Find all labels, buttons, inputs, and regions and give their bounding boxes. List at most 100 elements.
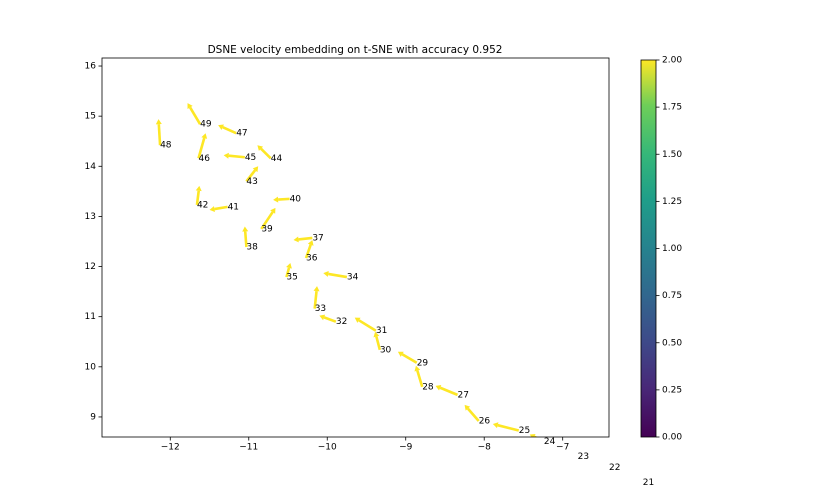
point-label: 34 bbox=[347, 273, 359, 283]
arrow bbox=[218, 124, 237, 135]
arrow bbox=[273, 196, 290, 203]
arrow-shaft bbox=[197, 137, 206, 159]
colorbar-tick-label: 0.00 bbox=[662, 433, 682, 443]
colorbar bbox=[640, 59, 657, 438]
y-tick-label: 12 bbox=[85, 262, 96, 272]
point-label: 31 bbox=[376, 326, 387, 336]
point-label: 25 bbox=[519, 426, 530, 436]
arrow bbox=[435, 384, 459, 397]
arrow-head bbox=[242, 226, 249, 232]
arrow-shaft bbox=[260, 211, 274, 230]
arrow-head bbox=[252, 166, 259, 173]
y-tick-label: 11 bbox=[85, 312, 96, 322]
arrow-head bbox=[435, 384, 442, 391]
arrow-head bbox=[313, 286, 320, 292]
arrow-shaft bbox=[466, 407, 480, 422]
point-label: 36 bbox=[306, 254, 318, 264]
arrow-head bbox=[397, 351, 404, 357]
colorbar-tick-label: 0.75 bbox=[662, 291, 682, 301]
arrow bbox=[293, 236, 313, 243]
point-label: 40 bbox=[290, 194, 302, 204]
arrow bbox=[304, 239, 314, 259]
arrow-shaft bbox=[245, 169, 257, 183]
y-tick-label: 13 bbox=[85, 212, 96, 222]
arrow bbox=[492, 422, 520, 432]
arrow-head bbox=[529, 434, 536, 437]
arrow bbox=[260, 207, 276, 230]
arrow-shaft bbox=[534, 435, 538, 437]
arrow-shaft bbox=[228, 154, 245, 159]
point-label: 33 bbox=[315, 304, 326, 314]
point-label: 49 bbox=[200, 120, 212, 130]
arrow-head bbox=[270, 207, 276, 214]
arrow bbox=[529, 434, 538, 437]
arrow bbox=[285, 263, 292, 278]
colorbar-tick-label: 0.50 bbox=[662, 338, 682, 348]
point-label: 39 bbox=[261, 224, 273, 234]
arrow-shaft bbox=[214, 205, 228, 211]
x-tick-label: −10 bbox=[318, 443, 337, 453]
arrow-head bbox=[464, 404, 471, 411]
arrow-head bbox=[307, 239, 314, 246]
point-label: 30 bbox=[380, 345, 392, 355]
point-label: 26 bbox=[479, 416, 491, 426]
arrow-shaft bbox=[632, 479, 643, 482]
arrow-head bbox=[593, 461, 599, 467]
arrow-head bbox=[323, 270, 329, 277]
arrow-head bbox=[627, 476, 633, 482]
arrow bbox=[195, 185, 202, 206]
point-label: 37 bbox=[312, 233, 323, 243]
point-label: 35 bbox=[286, 273, 297, 283]
arrow-shaft bbox=[188, 106, 202, 125]
colorbar-tick-label: 1.75 bbox=[662, 103, 682, 113]
arrow-shaft bbox=[375, 336, 382, 351]
point-label: 23 bbox=[578, 452, 589, 462]
arrow bbox=[245, 166, 259, 183]
colorbar-tick-label: 0.25 bbox=[662, 385, 682, 395]
arrow-head bbox=[223, 152, 229, 159]
arrow bbox=[397, 351, 418, 364]
point-label: 45 bbox=[245, 153, 256, 163]
arrow-shaft bbox=[304, 244, 312, 259]
arrow-head bbox=[492, 422, 499, 429]
arrow bbox=[319, 314, 337, 323]
point-label: 46 bbox=[199, 154, 211, 164]
colorbar-tick-label: 1.50 bbox=[662, 150, 682, 160]
arrow-head bbox=[286, 263, 292, 269]
arrow-shaft bbox=[243, 231, 248, 248]
arrow-head bbox=[293, 236, 299, 243]
point-label: 22 bbox=[609, 463, 620, 473]
arrow-head bbox=[187, 103, 193, 109]
arrow bbox=[414, 365, 424, 388]
arrow-head bbox=[354, 317, 361, 323]
point-label: 28 bbox=[422, 382, 434, 392]
colorbar-tick-label: 2.00 bbox=[662, 56, 682, 66]
axes-frame bbox=[101, 57, 610, 438]
x-tick-label: −7 bbox=[556, 443, 569, 453]
point-label: 42 bbox=[197, 200, 208, 210]
y-tick-label: 15 bbox=[85, 112, 96, 122]
arrow-shaft bbox=[260, 147, 272, 160]
arrow-shaft bbox=[328, 272, 348, 279]
x-tick-label: −9 bbox=[399, 443, 413, 453]
arrow-head bbox=[257, 145, 264, 151]
arrow bbox=[242, 226, 249, 248]
arrow bbox=[373, 331, 382, 351]
chart-title: DSNE velocity embedding on t-SNE with ac… bbox=[208, 44, 503, 56]
colorbar-tick-label: 1.25 bbox=[662, 197, 682, 207]
point-label: 48 bbox=[160, 141, 172, 151]
point-label: 27 bbox=[458, 390, 469, 400]
arrow-shaft bbox=[195, 190, 200, 206]
arrow-head bbox=[319, 314, 326, 321]
point-label: 32 bbox=[336, 317, 347, 327]
arrow bbox=[593, 461, 609, 467]
arrow-shaft bbox=[401, 353, 418, 364]
arrow-shaft bbox=[439, 386, 459, 397]
arrow bbox=[155, 119, 162, 146]
x-tick-label: −11 bbox=[239, 443, 258, 453]
arrow-head bbox=[201, 133, 208, 139]
point-label: 44 bbox=[271, 154, 283, 164]
point-label: 38 bbox=[246, 242, 258, 252]
arrow bbox=[209, 205, 228, 213]
